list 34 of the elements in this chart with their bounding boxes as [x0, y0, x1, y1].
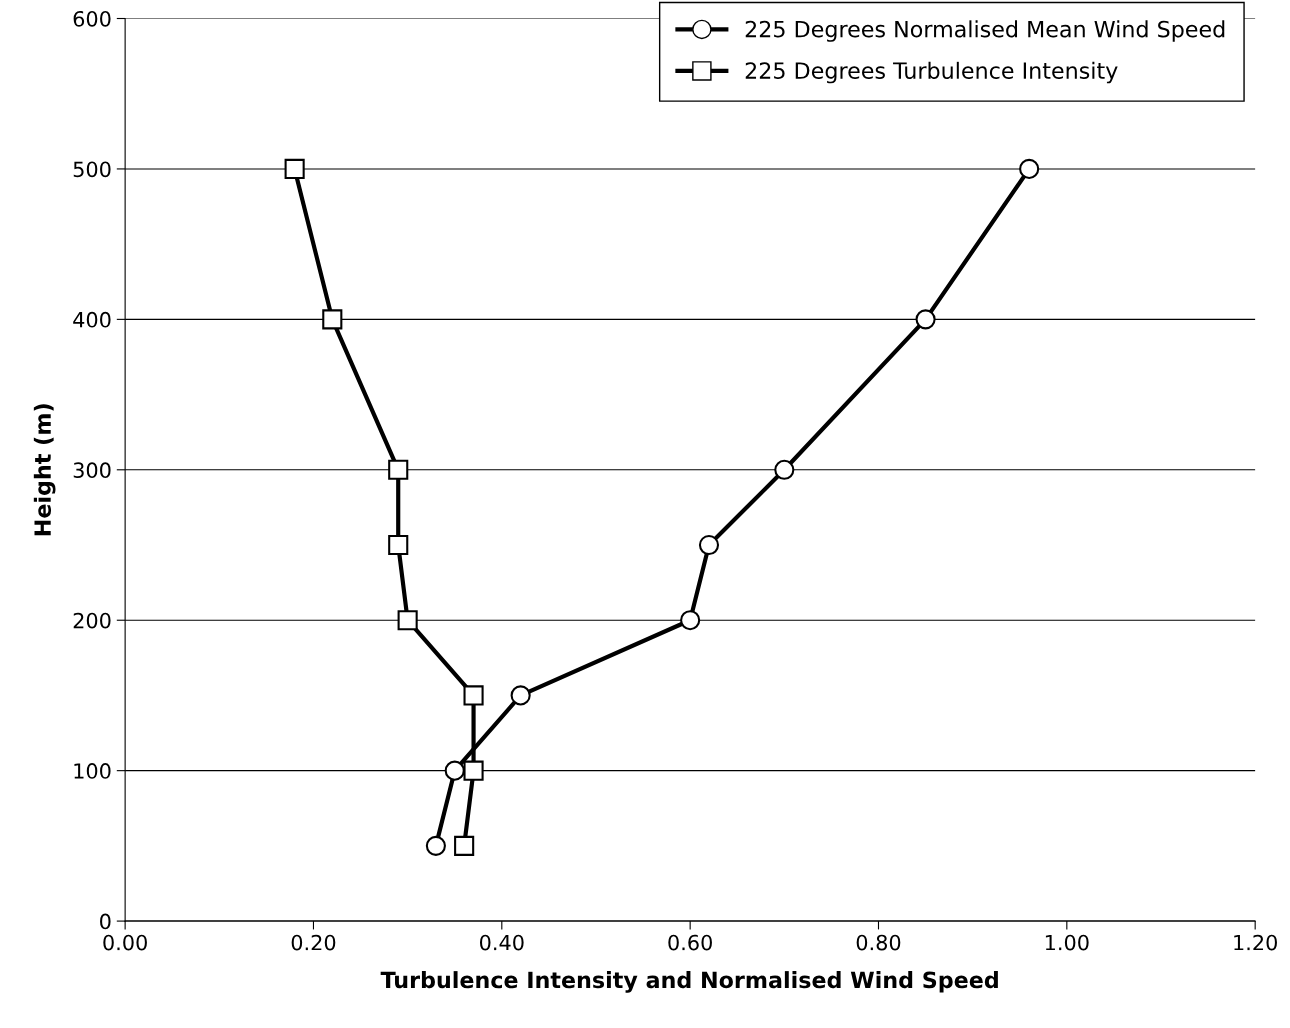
x-tick-label: 0.00 — [103, 934, 147, 951]
x-axis-title: Turbulence Intensity and Normalised Wind Speed — [380, 971, 998, 993]
point — [425, 835, 446, 856]
y-tick-label: 0 — [100, 913, 111, 930]
x-tick-label: 1.00 — [1045, 934, 1089, 951]
legend-label: 225 Degrees Turbulence Intensity — [745, 61, 1118, 84]
point — [463, 685, 484, 706]
x-tick-label: 0.40 — [479, 934, 524, 951]
x-tick-label: 0.80 — [856, 934, 901, 951]
y-tick-label: 200 — [73, 612, 111, 629]
point — [463, 760, 484, 781]
point — [388, 459, 409, 480]
point — [698, 534, 720, 556]
point — [915, 309, 936, 330]
legend-label: 225 Degrees Normalised Mean Wind Speed — [745, 20, 1225, 42]
point — [388, 534, 409, 556]
point — [284, 158, 305, 179]
y-tick-label: 400 — [73, 311, 111, 328]
point — [510, 685, 531, 706]
y-tick-label: 600 — [73, 10, 111, 27]
y-tick-label: 300 — [73, 462, 111, 479]
x-tick-label: 0.20 — [291, 934, 336, 951]
point — [1019, 158, 1040, 179]
y-tick-label: 100 — [74, 763, 111, 779]
point — [397, 610, 418, 631]
point — [774, 459, 795, 480]
point — [454, 835, 475, 856]
x-tick-label: 1.20 — [1234, 934, 1277, 951]
y-axis-title: Height (m) — [33, 404, 56, 536]
x-tick-label: 0.60 — [668, 934, 712, 951]
point — [444, 760, 465, 781]
point — [680, 610, 701, 631]
point — [322, 309, 343, 330]
y-tick-label: 500 — [73, 161, 111, 178]
